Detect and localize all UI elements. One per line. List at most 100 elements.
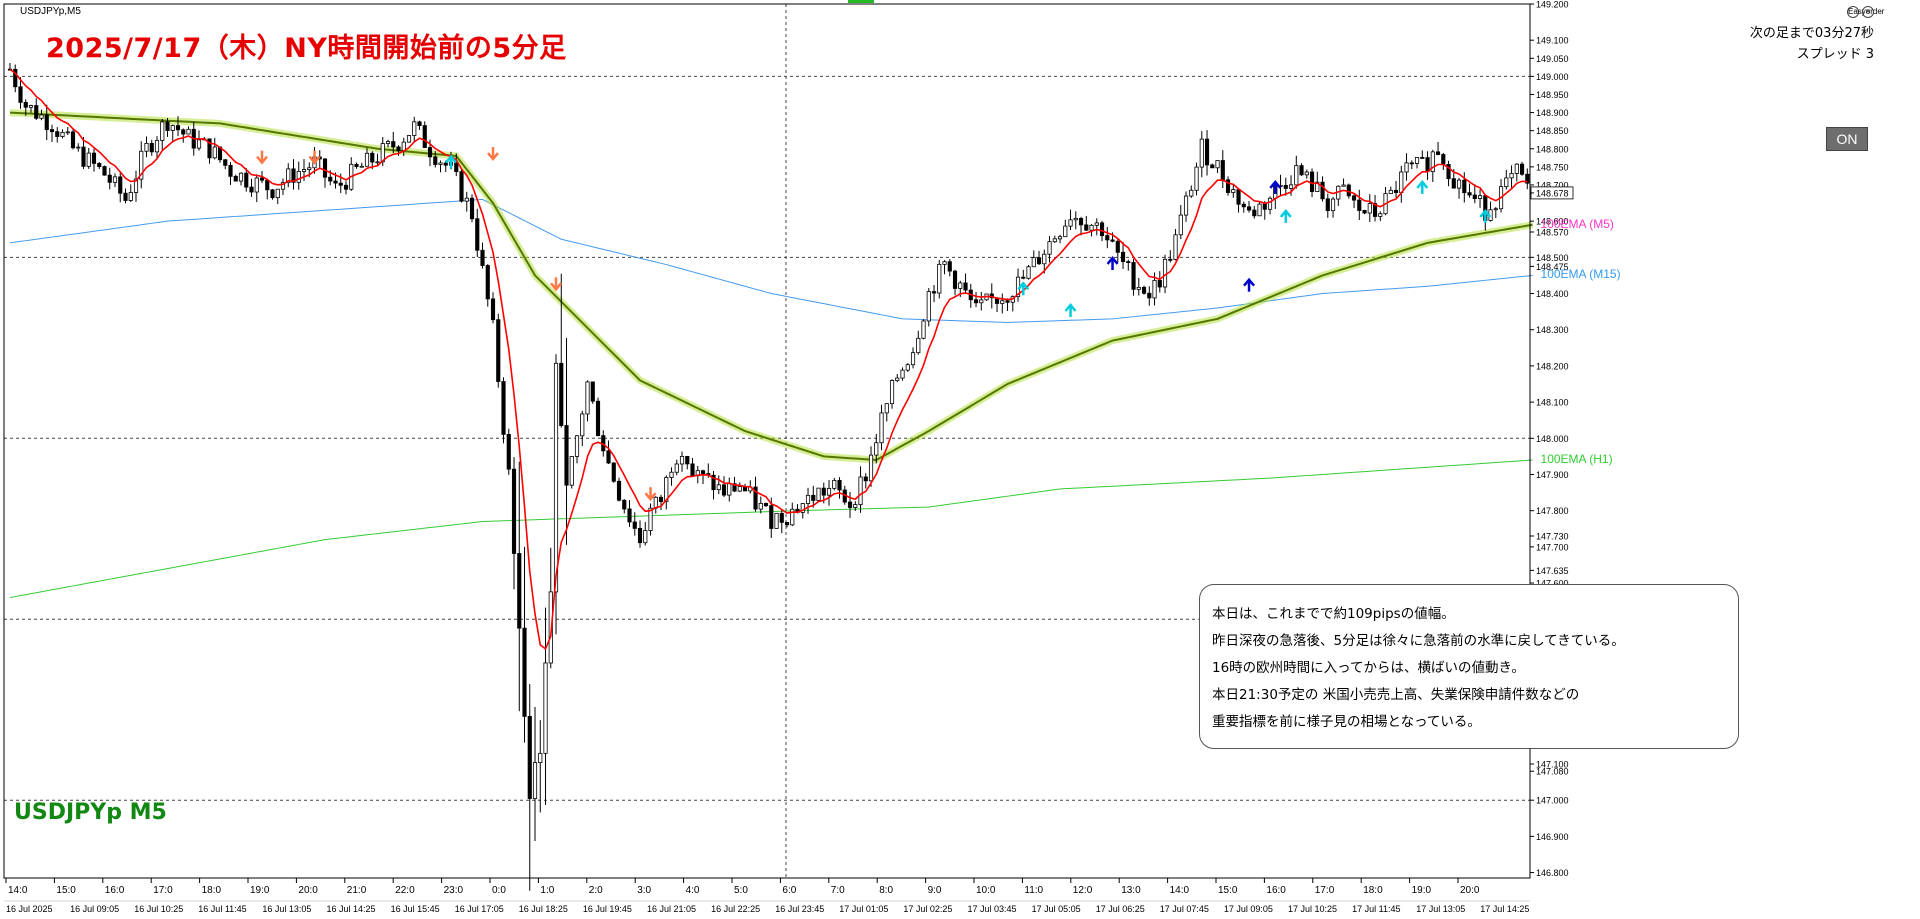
candle-body xyxy=(1073,218,1078,221)
ea-close-icon[interactable]: × xyxy=(1862,6,1874,18)
sell-arrow-head xyxy=(308,155,321,165)
date-tick-label: 17 Jul 02:25 xyxy=(903,904,952,914)
candle-body xyxy=(1084,224,1089,231)
ea-on-button[interactable]: ON xyxy=(1826,127,1868,151)
candle-body xyxy=(664,477,669,502)
hour-tick-label: 4:0 xyxy=(686,885,700,896)
price-tick-label: 148.800 xyxy=(1536,144,1569,154)
candle-body xyxy=(1420,157,1425,159)
candle-body xyxy=(758,503,763,510)
candle-body xyxy=(947,261,952,272)
candle-body xyxy=(553,362,559,593)
candle-body xyxy=(1199,138,1204,168)
candle-body xyxy=(511,468,517,554)
candle-body xyxy=(107,174,112,183)
candle-body xyxy=(412,121,417,136)
candle-body xyxy=(1409,162,1414,165)
candle-body xyxy=(952,270,958,289)
candle-body xyxy=(874,442,879,456)
hour-tick-label: 21:0 xyxy=(347,885,367,896)
candle-body xyxy=(144,142,149,152)
candle-body xyxy=(13,68,18,88)
candle-body xyxy=(76,146,81,149)
next-bar-countdown: 次の足まで03分27秒 xyxy=(1749,26,1874,41)
candle-body xyxy=(433,156,438,165)
candle-body xyxy=(464,197,469,202)
price-tick-label: 147.900 xyxy=(1536,470,1569,480)
candle-body xyxy=(55,131,60,137)
candle-body xyxy=(1493,208,1498,211)
time-axis: 14:0 15:0 16:0 17:0 18:0 19:0 20:0 21:0 22:0 23:0… xyxy=(4,878,1530,914)
price-tick-label: 147.635 xyxy=(1536,566,1569,576)
candle-body xyxy=(160,121,165,141)
candle-body xyxy=(196,139,202,149)
candle-body xyxy=(1262,203,1267,210)
candle-body xyxy=(564,425,569,486)
candle-body xyxy=(301,169,307,172)
candle-body xyxy=(643,530,648,544)
candle-body xyxy=(1315,181,1320,192)
candle-body xyxy=(721,484,727,496)
candle-body xyxy=(1372,203,1378,217)
hour-tick-label: 20:0 xyxy=(298,885,318,896)
candle-body xyxy=(249,186,254,193)
candle-body xyxy=(1089,224,1094,231)
candle-body xyxy=(732,483,737,492)
candle-body xyxy=(1435,151,1441,155)
candle-body xyxy=(900,369,905,379)
date-tick-label: 17 Jul 05:05 xyxy=(1032,904,1081,914)
candle-body xyxy=(637,528,643,544)
ema-m5-polyline-glow xyxy=(9,109,1534,464)
candle-body xyxy=(112,176,118,183)
date-tick-label: 16 Jul 11:45 xyxy=(198,904,246,914)
candle-body xyxy=(1525,173,1530,184)
candle-body xyxy=(711,474,716,491)
candle-body xyxy=(1094,222,1099,226)
hour-tick-label: 7:0 xyxy=(831,885,845,896)
candle-body xyxy=(1120,251,1126,262)
candle-body xyxy=(1052,238,1057,243)
candle-body xyxy=(805,494,811,504)
candle-body xyxy=(1147,292,1152,299)
candle-body xyxy=(1236,189,1241,205)
candle-body xyxy=(223,159,228,166)
top-marker xyxy=(848,0,874,3)
candle-body xyxy=(931,291,937,294)
candle-body xyxy=(1042,253,1047,265)
price-tick-label: 147.730 xyxy=(1536,532,1569,542)
candle-body xyxy=(1456,179,1462,189)
candle-body xyxy=(559,362,564,426)
price-tick-label: 147.600 xyxy=(1536,579,1569,589)
price-tick-label: 148.950 xyxy=(1536,90,1569,100)
candle-body xyxy=(1330,198,1336,212)
candle-body xyxy=(821,487,826,496)
candle-body xyxy=(543,662,548,754)
candle-body xyxy=(97,163,102,167)
price-tick-label: 148.000 xyxy=(1536,434,1569,444)
candle-body xyxy=(1325,198,1330,212)
hour-tick-label: 12:0 xyxy=(1073,885,1093,896)
candle-body xyxy=(375,161,380,164)
date-tick-label: 16 Jul 22:25 xyxy=(711,904,760,914)
candle-body xyxy=(1367,203,1372,214)
hour-tick-label: 13:0 xyxy=(1121,885,1141,896)
candle-body xyxy=(1446,164,1451,180)
candle-body xyxy=(1189,189,1194,197)
hour-tick-label: 10:0 xyxy=(976,885,996,896)
candle-body xyxy=(1141,286,1147,294)
candle-body xyxy=(60,131,65,137)
candle-body xyxy=(254,177,259,193)
candle-body xyxy=(1462,179,1467,194)
candle-body xyxy=(228,164,233,177)
candle-body xyxy=(895,377,900,381)
candle-body xyxy=(459,171,464,202)
price-tick-label: 148.475 xyxy=(1536,262,1569,272)
candle-body xyxy=(1068,219,1073,227)
price-tick-label: 148.400 xyxy=(1536,289,1569,299)
candle-body xyxy=(65,131,70,134)
candle-body xyxy=(632,521,637,529)
date-tick-label: 16 Jul 18:25 xyxy=(519,904,568,914)
candle-body xyxy=(422,125,427,148)
candle-body xyxy=(212,146,217,159)
